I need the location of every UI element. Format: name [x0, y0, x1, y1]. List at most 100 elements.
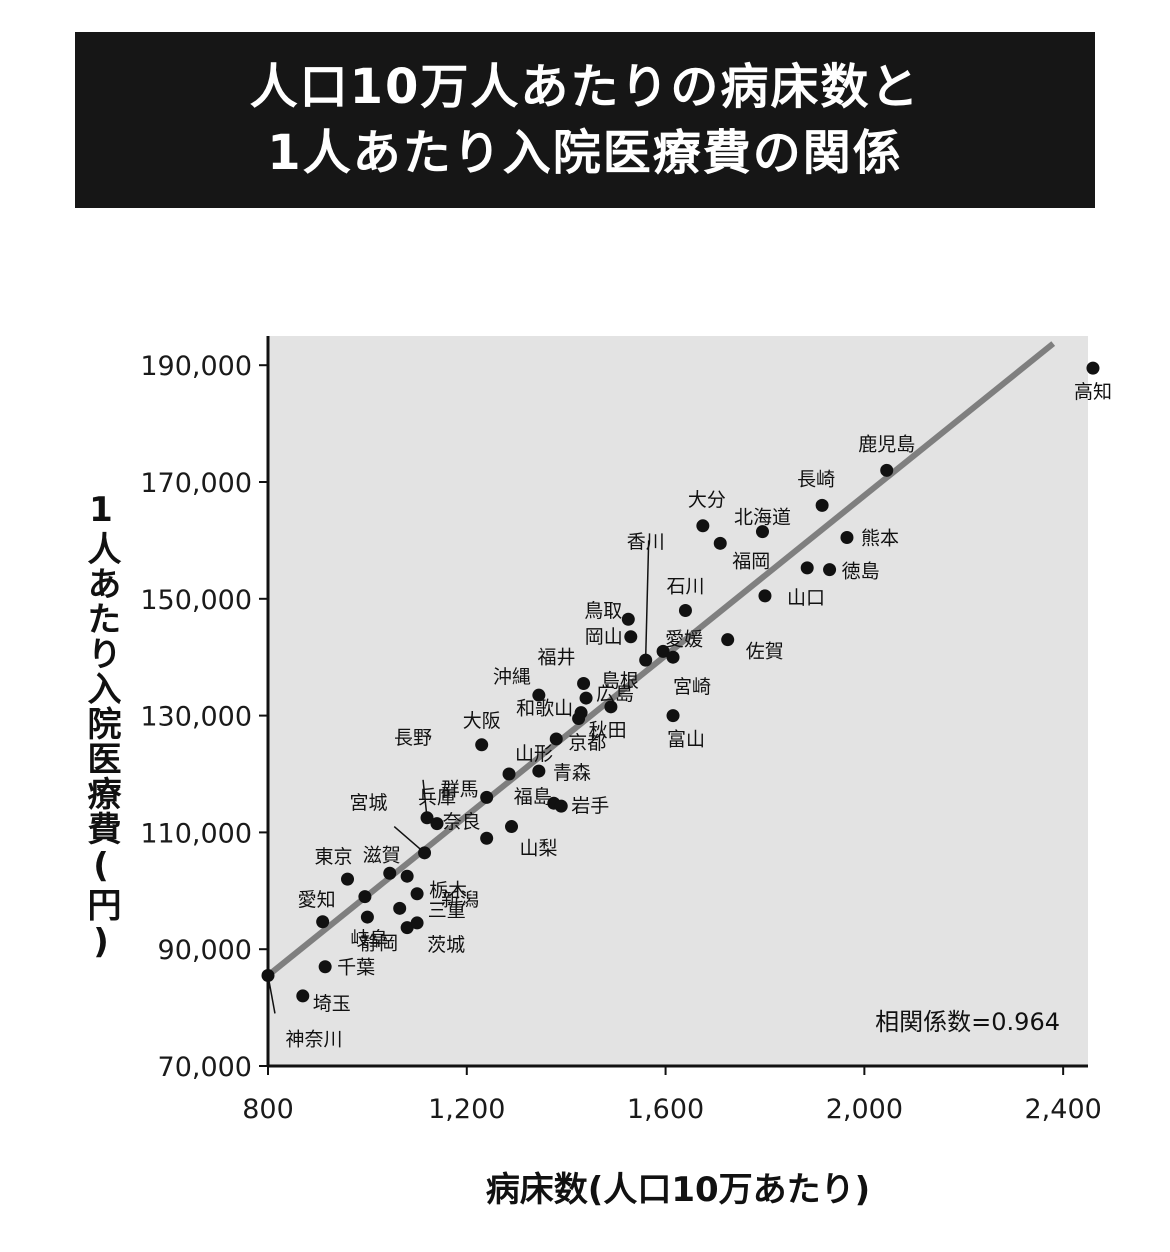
- chart-title-banner: 人口10万人あたりの病床数と 1人あたり入院医療費の関係: [75, 32, 1095, 208]
- point-label: 富山: [667, 729, 705, 751]
- y-tick-label: 70,000: [158, 1052, 252, 1083]
- point-label: 秋田: [589, 720, 627, 742]
- data-point-秋田: [572, 712, 586, 726]
- point-label: 福井: [538, 646, 576, 668]
- data-point: [358, 890, 372, 904]
- data-point-山形: [502, 767, 516, 781]
- plot-area: [268, 336, 1088, 1066]
- point-label: 北海道: [734, 507, 791, 529]
- point-label: 長崎: [797, 468, 835, 490]
- point-label: 茨城: [427, 934, 465, 956]
- x-tick-label: 1,200: [428, 1094, 505, 1125]
- point-label: 愛知: [298, 889, 336, 911]
- data-point-静岡: [400, 921, 414, 935]
- point-label: 静岡: [360, 933, 398, 955]
- point-label: 山形: [515, 743, 553, 765]
- point-label: 千葉: [337, 957, 375, 979]
- x-tick-label: 2,400: [1025, 1094, 1102, 1125]
- data-point-新潟: [400, 869, 414, 883]
- point-label: 岩手: [571, 795, 609, 817]
- trend-line: [266, 341, 1056, 978]
- point-label: 鹿児島: [858, 433, 915, 455]
- y-tick-label: 170,000: [140, 468, 252, 499]
- data-point-奈良: [480, 831, 494, 845]
- point-label: 三重: [428, 899, 466, 921]
- data-point-徳島: [823, 563, 837, 577]
- data-point: [800, 561, 814, 575]
- data-point-鳥取: [621, 612, 635, 626]
- x-tick-label: 2,000: [826, 1094, 903, 1125]
- data-point-栃木: [410, 887, 424, 901]
- data-point-鹿児島: [880, 463, 894, 477]
- point-label: 広島: [596, 683, 634, 705]
- point-label: 兵庫: [418, 787, 456, 809]
- data-point-大分: [696, 519, 710, 533]
- point-label: 京都: [568, 732, 606, 754]
- point-label: 大阪: [463, 710, 501, 732]
- correlation-annotation: 相関係数=0.964: [875, 1008, 1060, 1036]
- data-point-長崎: [815, 498, 829, 512]
- y-tick-label: 90,000: [158, 935, 252, 966]
- label-leader-line: [422, 779, 428, 818]
- data-point-沖縄: [532, 688, 546, 702]
- data-point-佐賀: [721, 633, 735, 647]
- data-point-東京: [341, 872, 355, 886]
- point-label: 栃木: [429, 880, 467, 902]
- label-leader-line: [267, 975, 276, 1014]
- y-tick-label: 150,000: [140, 585, 252, 616]
- point-label: 沖縄: [493, 666, 531, 688]
- y-tick-label: 130,000: [140, 702, 252, 733]
- point-label: 福岡: [732, 550, 770, 572]
- data-point-岡山: [624, 630, 638, 644]
- data-point-愛媛: [656, 644, 670, 658]
- data-point-茨城: [410, 916, 424, 930]
- data-point-福井: [577, 676, 591, 690]
- data-point-千葉: [318, 960, 332, 974]
- label-leader-line: [644, 540, 650, 658]
- point-label: 山梨: [520, 838, 558, 860]
- point-label: 宮城: [350, 792, 388, 814]
- x-tick-label: 800: [242, 1094, 294, 1125]
- data-point-兵庫: [430, 817, 444, 831]
- data-point-山梨: [505, 820, 519, 834]
- point-label: 石川: [666, 575, 704, 597]
- point-label: 熊本: [861, 527, 899, 549]
- y-tick-label: 110,000: [140, 818, 252, 849]
- data-point-岐阜: [360, 910, 374, 924]
- data-point-島根: [604, 700, 618, 714]
- data-point-青森: [532, 764, 546, 778]
- point-label: 長野: [394, 727, 432, 749]
- x-axis-label: 病床数(人口10万あたり): [485, 1170, 871, 1210]
- data-point-熊本: [840, 530, 854, 544]
- point-label: 福島: [514, 786, 552, 808]
- point-label: 埼玉: [313, 993, 351, 1015]
- chart-title-line-1: 人口10万人あたりの病床数と: [249, 59, 921, 115]
- data-point-北海道: [755, 525, 769, 539]
- point-label: 佐賀: [746, 641, 784, 663]
- data-point-石川: [678, 603, 692, 617]
- point-label: 岐阜: [350, 928, 388, 950]
- data-point-宮崎: [666, 650, 680, 664]
- point-label: 徳島: [842, 561, 880, 583]
- data-point-埼玉: [296, 989, 310, 1003]
- point-label: 香川: [627, 531, 665, 553]
- data-point-群馬: [480, 790, 494, 804]
- data-point-岩手: [554, 799, 568, 813]
- point-label: 東京: [315, 846, 353, 868]
- data-point-福岡: [713, 536, 727, 550]
- data-point-広島: [579, 691, 593, 705]
- point-label: 群馬: [441, 778, 479, 800]
- point-label: 滋賀: [363, 844, 401, 866]
- point-label: 宮崎: [673, 676, 711, 698]
- y-axis-label: 1人あたり入院医療費(円): [81, 490, 121, 963]
- data-point-富山: [666, 709, 680, 723]
- data-point-山口: [758, 589, 772, 603]
- chart-title-line-2: 1人あたり入院医療費の関係: [267, 125, 903, 181]
- x-tick-label: 1,600: [627, 1094, 704, 1125]
- point-label: 岡山: [585, 626, 623, 648]
- data-point-愛知: [316, 915, 330, 929]
- data-point-大阪: [475, 738, 489, 752]
- point-label: 愛媛: [665, 628, 703, 650]
- y-tick-label: 190,000: [140, 351, 252, 382]
